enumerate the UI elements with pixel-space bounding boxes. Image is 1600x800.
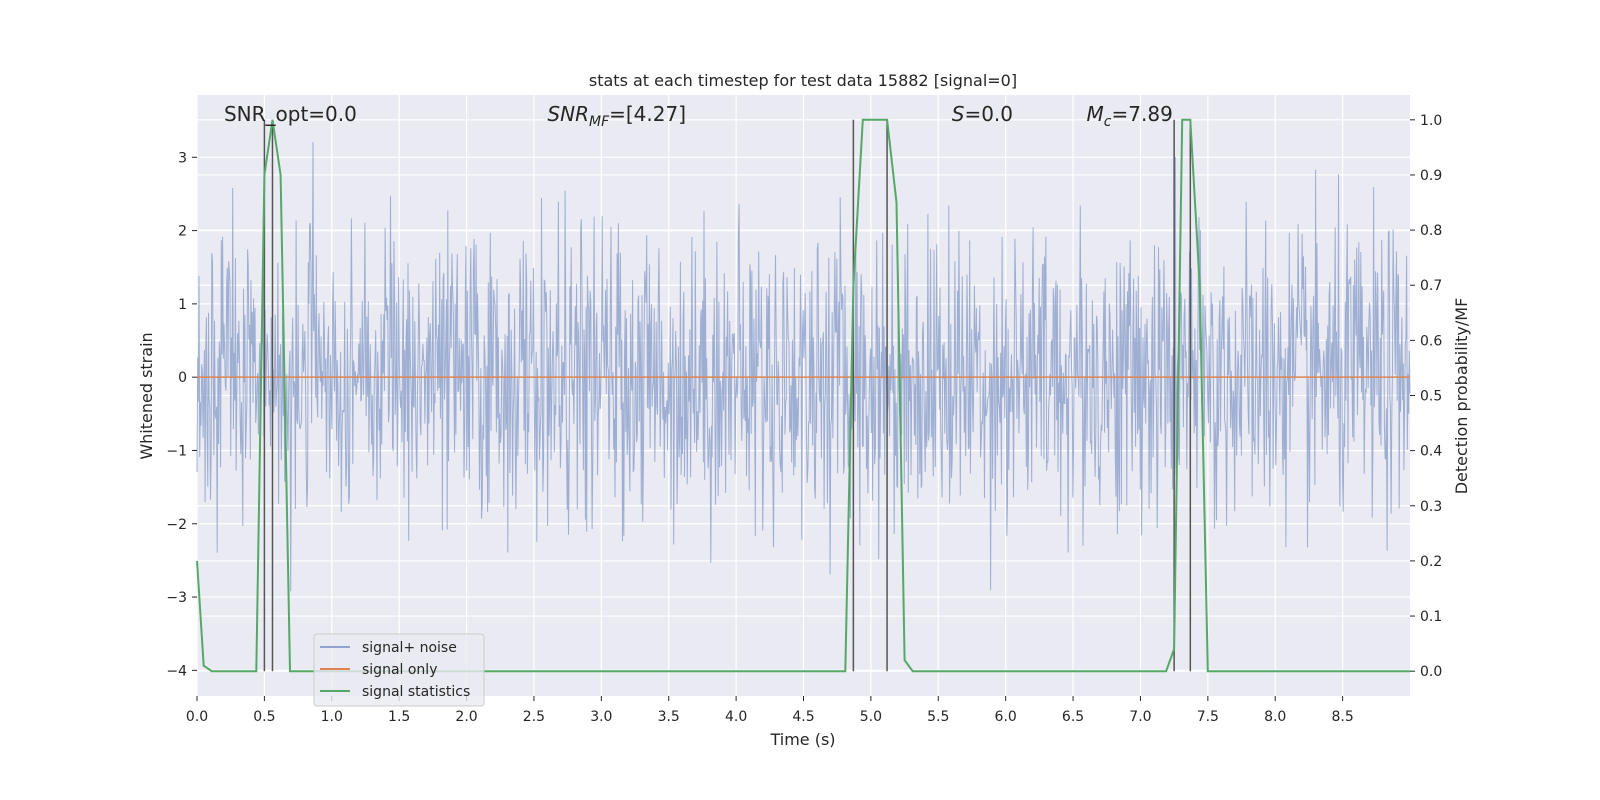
signal-plus-noise-line	[196, 141, 1411, 592]
y2-tick-label: 0.7	[1420, 278, 1442, 294]
series-signal-plus-noise	[196, 141, 1411, 592]
legend-label-statistics: signal statistics	[362, 684, 470, 700]
y-tick-label: −3	[166, 590, 187, 606]
annotation: SNR_opt=0.0	[224, 102, 357, 126]
legend: signal+ noise signal only signal statist…	[313, 633, 485, 707]
x-tick-label: 3.0	[590, 709, 612, 725]
annotation-value: =7.89	[1112, 102, 1173, 126]
legend-label-signal: signal only	[362, 662, 437, 678]
x-tick-label: 8.5	[1331, 709, 1353, 725]
y2-tick-label: 0.0	[1420, 664, 1442, 680]
annotation: Mc=7.89	[1087, 102, 1173, 130]
x-tick-label: 7.0	[1129, 709, 1151, 725]
annotation-subscript: c	[1104, 114, 1112, 130]
x-tick-label: 5.5	[927, 709, 949, 725]
x-tick-label: 2.5	[523, 709, 545, 725]
y2-tick-label: 0.3	[1420, 499, 1442, 515]
legend-label-noise: signal+ noise	[362, 640, 457, 656]
x-tick-label: 5.0	[860, 709, 882, 725]
signal-statistics-line	[196, 118, 1410, 673]
x-tick-label: 6.5	[1062, 709, 1084, 725]
x-tick-label: 7.5	[1197, 709, 1219, 725]
x-axis-ticks: 0.0 0.5 1.0 1.5 2.0 2.5 3.0 3.5 4.0 4.5 5.0 5.5 6.0 6…	[186, 696, 1354, 725]
y2-tick-label: 0.5	[1420, 389, 1442, 405]
y2-axis-label: Detection probability/MF	[1452, 298, 1471, 495]
x-tick-label: 6.0	[995, 709, 1017, 725]
annotation-base: SNR	[547, 102, 589, 126]
legend-box	[313, 633, 485, 707]
y2-tick-label: 0.9	[1420, 168, 1442, 184]
annotation-subscript: MF	[589, 114, 610, 130]
y2-tick-label: 0.2	[1420, 554, 1442, 570]
y-tick-label: 0	[178, 370, 187, 386]
y-tick-label: −4	[166, 663, 187, 679]
annotation: SNRMF=[4.27]	[547, 102, 686, 130]
y2-tick-label: 0.1	[1420, 609, 1442, 625]
x-tick-label: 2.0	[455, 709, 477, 725]
annotation-value: =[4.27]	[609, 102, 686, 126]
x-tick-label: 4.0	[725, 709, 747, 725]
x-tick-label: 4.5	[792, 709, 814, 725]
y2-axis-ticks: 1.0 0.9 0.8 0.7 0.6 0.5 0.4 0.3 0.2 0.1 0.0	[1410, 113, 1442, 680]
series-signal-statistics	[196, 118, 1410, 673]
annotations: SNR_opt=0.0 SNRMF=[4.27] S=0.0 Mc=7.89	[224, 102, 1173, 130]
x-tick-label: 8.0	[1264, 709, 1286, 725]
y2-tick-label: 0.8	[1420, 223, 1442, 239]
x-tick-label: 1.0	[321, 709, 343, 725]
y-tick-label: 2	[178, 224, 187, 240]
annotation-value: =0.0	[964, 102, 1013, 126]
y-axis-ticks: 3 2 1 0 −1 −2 −3 −4	[166, 150, 197, 679]
annotation-base: M	[1087, 102, 1104, 126]
x-axis-label: Time (s)	[769, 730, 835, 749]
y2-tick-label: 0.4	[1420, 444, 1442, 460]
annotation: S=0.0	[952, 102, 1013, 126]
x-tick-label: 1.5	[388, 709, 410, 725]
y2-tick-label: 0.6	[1420, 333, 1442, 349]
x-tick-label: 3.5	[658, 709, 680, 725]
y2-tick-label: 1.0	[1420, 113, 1442, 129]
annotation-base: S	[952, 102, 965, 126]
y-axis-label: Whitened strain	[137, 332, 156, 459]
chart-title: stats at each timestep for test data 158…	[589, 71, 1017, 90]
x-tick-label: 0.5	[253, 709, 275, 725]
x-tick-label: 0.0	[186, 709, 208, 725]
y-tick-label: 1	[178, 297, 187, 313]
y-tick-label: −2	[166, 517, 187, 533]
y-tick-label: −1	[166, 443, 187, 459]
y-tick-label: 3	[178, 150, 187, 166]
